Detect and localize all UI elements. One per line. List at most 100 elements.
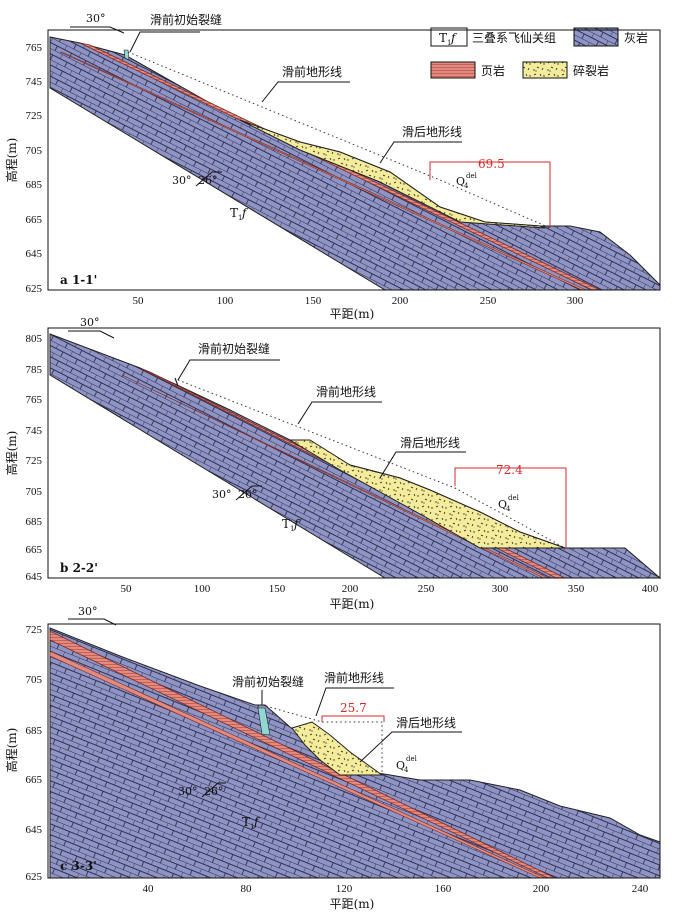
panel-b-post-terrain-leader xyxy=(379,451,466,479)
panel-a-ytick: 625 xyxy=(26,283,43,295)
panel-a: 30° 765 745 725 705 685 665 645 625 50 1… xyxy=(4,12,661,321)
panel-a-label: a 1-1' xyxy=(60,273,97,287)
panel-c-t1f: T xyxy=(242,815,250,829)
panel-c-crack-label: 滑前初始裂缝 xyxy=(232,674,304,689)
panel-b-frame xyxy=(47,327,661,579)
panel-b-initial-crack xyxy=(174,377,179,387)
panel-b-xtick: 250 xyxy=(418,583,435,595)
panel-a-t1f: T xyxy=(230,206,238,220)
panel-a-xtick: 250 xyxy=(480,295,497,307)
panel-a-y-ticks: 765 745 725 705 685 665 645 625 xyxy=(26,42,43,295)
panel-a-y-label: 高程(m) xyxy=(4,138,19,183)
panel-b-pre-slide-terrain xyxy=(177,379,566,549)
legend-t1f-sub: 1 xyxy=(447,39,451,47)
panel-c-pre-slide-terrain xyxy=(265,705,383,775)
panel-b-ytick: 725 xyxy=(26,455,43,467)
panel-a-distance: 69.5 xyxy=(478,157,505,171)
panel-a-x-ticks: 50 100 150 200 250 300 xyxy=(133,295,584,307)
panel-c-y-label: 高程(m) xyxy=(4,728,19,773)
panel-a-pre-terrain-leader xyxy=(261,81,350,103)
panel-b-limestone xyxy=(49,333,662,579)
legend: T 1 f 三叠系飞仙关组 灰岩 页岩 碎裂岩 xyxy=(430,27,648,79)
panel-a-ytick: 765 xyxy=(26,42,43,54)
legend-shale-swatch xyxy=(430,61,476,79)
panel-a-post-terrain-leader xyxy=(379,141,462,164)
panel-c-ytick: 645 xyxy=(26,824,43,836)
panel-c-pre-terrain-leader xyxy=(315,687,394,717)
legend-t1f-symbol: T xyxy=(439,31,447,45)
legend-breccia-label: 碎裂岩 xyxy=(573,63,609,78)
panel-a-ytick: 645 xyxy=(26,248,43,260)
panel-b-t1f: T xyxy=(282,517,290,531)
panel-b-pre-terrain-leader xyxy=(297,401,382,425)
panel-b-distance-bracket xyxy=(454,467,567,548)
panel-b-pre-terrain-label: 滑前地形线 xyxy=(316,384,376,399)
panel-b-y-ticks: 805 785 765 745 725 705 685 665 645 xyxy=(26,333,43,583)
panel-b-breccia-deposit xyxy=(288,439,566,549)
panel-b-dip-b: 26° xyxy=(238,488,258,501)
panel-c-slope-angle: 30° xyxy=(78,605,98,618)
panel-b-ytick: 665 xyxy=(26,544,43,556)
panel-b-ytick: 745 xyxy=(26,425,43,437)
panel-c-xtick: 200 xyxy=(533,883,550,895)
panel-c-ytick: 625 xyxy=(26,871,43,883)
panel-b-t1f-sub: 1 xyxy=(290,525,294,533)
panel-c-initial-crack xyxy=(257,707,271,736)
panel-a-pre-terrain-label: 滑前地形线 xyxy=(282,64,342,79)
panel-c-t1f-sub: 1 xyxy=(250,823,254,831)
panel-c-y-ticks: 725 705 685 665 645 625 xyxy=(26,624,43,883)
panel-c-slope-angle-mark xyxy=(68,618,117,626)
panel-b-dip-a: 30° xyxy=(212,488,232,501)
panel-b-xtick: 400 xyxy=(642,583,659,595)
panel-c: 30° 725 705 685 665 645 625 40 80 120 16… xyxy=(4,605,661,911)
panel-c-label: c 3-3' xyxy=(60,859,97,873)
panel-b-ytick: 785 xyxy=(26,364,43,376)
panel-c-t1f-f: f xyxy=(253,815,261,829)
legend-t1f-f: f xyxy=(450,31,458,45)
panel-c-ytick: 685 xyxy=(26,725,43,737)
panel-a-q-sub: 4 xyxy=(464,182,469,190)
panel-b-xtick: 350 xyxy=(568,583,585,595)
panel-b-ytick: 765 xyxy=(26,394,43,406)
panel-c-post-terrain-leader xyxy=(359,731,462,763)
panel-b-label: b 2-2' xyxy=(60,561,98,575)
panel-b-q-sub: 4 xyxy=(506,505,511,513)
panel-a-dip-mark xyxy=(195,171,222,187)
panel-a-ytick: 725 xyxy=(26,110,43,122)
panel-c-distance-bracket xyxy=(321,715,385,722)
legend-limestone-label: 灰岩 xyxy=(624,30,648,45)
panel-c-xtick: 160 xyxy=(435,883,452,895)
panel-c-q-sub: 4 xyxy=(404,766,409,774)
legend-t1f-swatch xyxy=(430,27,468,47)
panel-c-xtick: 240 xyxy=(632,883,649,895)
panel-a-ytick: 705 xyxy=(26,145,43,157)
panel-c-frame xyxy=(47,623,661,879)
panel-c-dip-b: 26° xyxy=(204,785,224,798)
panel-c-post-terrain-label: 滑后地形线 xyxy=(396,716,456,730)
panel-a-xtick: 150 xyxy=(305,295,322,307)
panel-c-ytick: 705 xyxy=(26,674,43,686)
panel-b-crack-label: 滑前初始裂缝 xyxy=(198,341,270,356)
panel-b-ytick: 805 xyxy=(26,333,43,345)
panel-b-slope-angle: 30° xyxy=(80,316,100,329)
panel-c-distance: 25.7 xyxy=(340,701,367,715)
panel-c-ytick: 725 xyxy=(26,624,43,636)
legend-limestone-swatch xyxy=(573,27,619,47)
panel-a-post-terrain-label: 滑后地形线 xyxy=(402,125,462,139)
panel-a-breccia-deposit xyxy=(239,119,546,229)
panel-b-x-ticks: 50 100 150 200 250 300 350 400 xyxy=(121,583,659,595)
panel-b-distance: 72.4 xyxy=(496,463,523,477)
panel-c-q-label: Q xyxy=(396,759,405,772)
panel-a-x-label: 平距(m) xyxy=(330,307,375,321)
panel-b-dip-mark xyxy=(235,485,262,501)
panel-b-x-label: 平距(m) xyxy=(330,597,375,611)
panel-b-ytick: 685 xyxy=(26,516,43,528)
panel-b-xtick: 300 xyxy=(492,583,509,595)
panel-a-crack-leader xyxy=(129,31,200,53)
panel-b: 30° 805 785 765 745 725 705 685 665 645 … xyxy=(4,316,662,611)
legend-t1f-label: 三叠系飞仙关组 xyxy=(472,31,556,45)
panel-c-x-ticks: 40 80 120 160 200 240 xyxy=(143,883,649,895)
panel-b-ytick: 645 xyxy=(26,571,43,583)
panel-a-xtick: 100 xyxy=(217,295,234,307)
panel-b-slope-angle-mark xyxy=(68,330,115,339)
